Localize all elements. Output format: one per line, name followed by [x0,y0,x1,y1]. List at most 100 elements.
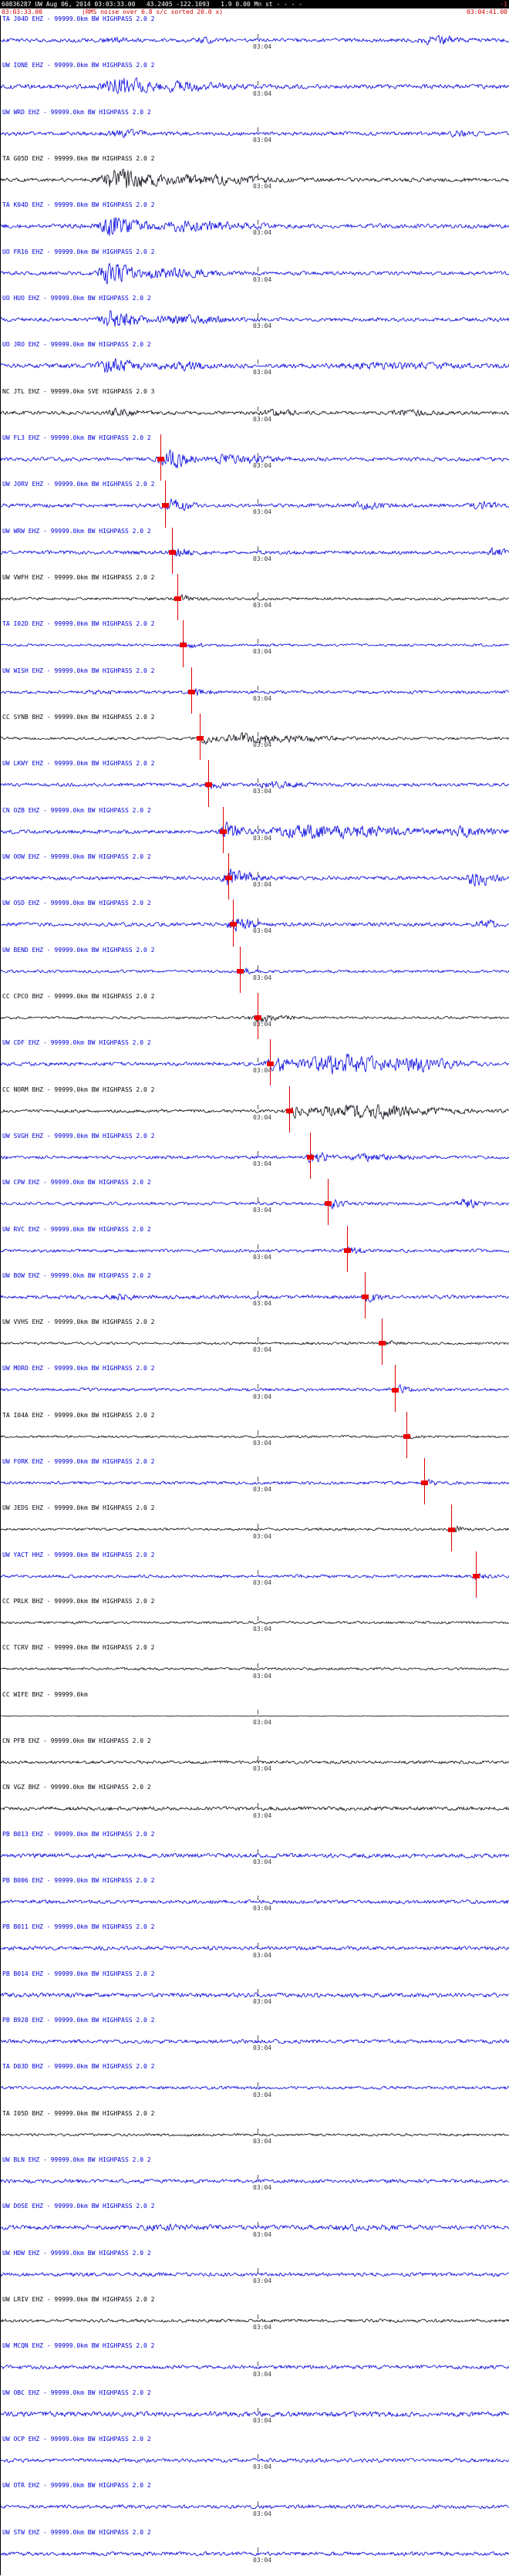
waveform[interactable] [1,2436,509,2483]
trace-row-ta-i04a[interactable]: TA I04A EHZ - 99999.0km BW HIGHPASS 2.0 … [1,1411,509,1459]
trace-row-uw-fl3[interactable]: UW FL3 EHZ - 99999.0km BW HIGHPASS 2.0 2… [1,434,509,481]
waveform[interactable] [1,434,509,481]
trace-row-uw-wish[interactable]: UW WISH EHZ - 99999.0km BW HIGHPASS 2.0 … [1,667,509,714]
trace-row-uw-bend[interactable]: UW BEND EHZ - 99999.0km BW HIGHPASS 2.0 … [1,946,509,994]
waveform[interactable] [1,574,509,621]
waveform[interactable] [1,248,509,295]
trace-row-uo-fr16[interactable]: UO FR16 EHZ - 99999.0km BW HIGHPASS 2.0 … [1,248,509,295]
trace-row-uw-cpw[interactable]: UW CPW EHZ - 99999.0km BW HIGHPASS 2.0 2… [1,1179,509,1226]
waveform[interactable] [1,1133,509,1180]
trace-row-uw-moro[interactable]: UW MORO EHZ - 99999.0km BW HIGHPASS 2.0 … [1,1365,509,1412]
waveform[interactable] [1,2296,509,2343]
waveform[interactable] [1,1784,509,1831]
trace-row-uw-hdw[interactable]: UW HDW EHZ - 99999.0km BW HIGHPASS 2.0 2… [1,2250,509,2296]
trace-row-uw-jorv[interactable]: UW JORV EHZ - 99999.0km BW HIGHPASS 2.0 … [1,481,509,528]
trace-row-uo-jro[interactable]: UO JRO EHZ - 99999.0km BW HIGHPASS 2.0 2… [1,341,509,387]
pick-flag[interactable] [286,1108,293,1113]
trace-row-cc-tcrv[interactable]: CC TCRV BHZ - 99999.0km BW HIGHPASS 2.0 … [1,1644,509,1690]
pick-flag[interactable] [174,596,181,602]
waveform[interactable] [1,155,509,202]
waveform[interactable] [1,1737,509,1784]
waveform[interactable] [1,1086,509,1133]
pick-flag[interactable] [230,922,237,927]
waveform[interactable] [1,388,509,435]
trace-row-uw-cdf[interactable]: UW CDF EHZ - 99999.0km BW HIGHPASS 2.0 2… [1,1039,509,1086]
waveform[interactable] [1,2250,509,2297]
waveform[interactable] [1,900,509,947]
trace-row-uw-ione[interactable]: UW IONE EHZ - 99999.0km BW HIGHPASS 2.0 … [1,62,509,108]
trace-row-cc-prlk[interactable]: CC PRLK BHZ - 99999.0km BW HIGHPASS 2.0 … [1,1598,509,1644]
waveform[interactable] [1,2389,509,2436]
trace-row-cn-ozb[interactable]: CN OZB EHZ - 99999.0km BW HIGHPASS 2.0 2… [1,806,509,853]
trace-row-cc-wife[interactable]: CC WIFE BHZ - 99999.0km 03:04 [1,1691,509,1737]
waveform[interactable] [1,1598,509,1645]
pick-flag[interactable] [169,549,176,555]
waveform[interactable] [1,1318,509,1366]
trace-area[interactable]: TA J04D EHZ - 99999.0km BW HIGHPASS 2.0 … [0,15,509,2575]
pick-flag[interactable] [379,1341,386,1346]
waveform[interactable] [1,2110,509,2157]
trace-row-nc-jtl[interactable]: NC JTL EHZ - 99999.0km SVE HIGHPASS 2.0 … [1,388,509,434]
trace-row-uw-osd[interactable]: UW OSD EHZ - 99999.0km BW HIGHPASS 2.0 2… [1,900,509,947]
trace-row-uw-lriv[interactable]: UW LRIV EHZ - 99999.0km BW HIGHPASS 2.0 … [1,2296,509,2342]
trace-row-uw-bln[interactable]: UW BLN EHZ - 99999.0km BW HIGHPASS 2.0 2… [1,2156,509,2203]
trace-row-ta-k04d[interactable]: TA K04D EHZ - 99999.0km BW HIGHPASS 2.0 … [1,201,509,248]
trace-row-pb-b013[interactable]: PB B013 EHZ - 99999.0km BW HIGHPASS 2.0 … [1,1831,509,1877]
waveform[interactable] [1,295,509,342]
waveform[interactable] [1,853,509,900]
trace-row-uw-obc[interactable]: UW OBC EHZ - 99999.0km BW HIGHPASS 2.0 2… [1,2389,509,2436]
waveform[interactable] [1,1365,509,1412]
trace-row-pb-b006[interactable]: PB B006 EHZ - 99999.0km BW HIGHPASS 2.0 … [1,1877,509,1923]
trace-row-cn-vgz[interactable]: CN VGZ BHZ - 99999.0km BW HIGHPASS 2.0 2… [1,1784,509,1830]
trace-row-uw-svgh[interactable]: UW SVGH EHZ - 99999.0km BW HIGHPASS 2.0 … [1,1132,509,1180]
trace-row-cc-norm[interactable]: CC NORM BHZ - 99999.0km BW HIGHPASS 2.0 … [1,1085,509,1133]
waveform[interactable] [1,15,509,62]
waveform[interactable] [1,481,509,528]
waveform[interactable] [1,1691,509,1738]
trace-row-uw-mcqn[interactable]: UW MCQN EHZ - 99999.0km BW HIGHPASS 2.0 … [1,2342,509,2389]
waveform[interactable] [1,1970,509,2017]
trace-row-uw-fork[interactable]: UW FORK EHZ - 99999.0km BW HIGHPASS 2.0 … [1,1458,509,1505]
waveform[interactable] [1,1272,509,1319]
pick-flag[interactable] [225,876,232,881]
pick-flag[interactable] [448,1527,455,1532]
waveform[interactable] [1,667,509,714]
waveform[interactable] [1,1644,509,1691]
pick-flag[interactable] [307,1155,314,1160]
pick-flag[interactable] [188,689,195,694]
pick-flag[interactable] [157,457,164,462]
trace-row-uw-ocp[interactable]: UW OCP EHZ - 99999.0km BW HIGHPASS 2.0 2… [1,2436,509,2482]
waveform[interactable] [1,947,509,994]
trace-row-uw-stw[interactable]: UW STW EHZ - 99999.0km BW HIGHPASS 2.0 2… [1,2529,509,2575]
waveform[interactable] [1,1877,509,1924]
trace-row-uo-huo[interactable]: UO HUO EHZ - 99999.0km BW HIGHPASS 2.0 2… [1,295,509,341]
trace-row-ta-g05d[interactable]: TA G05D EHZ - 99999.0km BW HIGHPASS 2.0 … [1,155,509,201]
pick-flag[interactable] [197,736,204,741]
trace-row-uw-rvc[interactable]: UW RVC EHZ - 99999.0km BW HIGHPASS 2.0 2… [1,1225,509,1272]
pick-flag[interactable] [237,968,244,974]
trace-row-uw-yact[interactable]: UW YACT HHZ - 99999.0km BW HIGHPASS 2.0 … [1,1551,509,1599]
waveform[interactable] [1,2529,509,2576]
trace-row-ta-i05d[interactable]: TA I05D BHZ - 99999.0km BW HIGHPASS 2.0 … [1,2110,509,2156]
waveform[interactable] [1,2063,509,2110]
trace-row-ta-i02d[interactable]: TA I02D EHZ - 99999.0km BW HIGHPASS 2.0 … [1,620,509,667]
waveform[interactable] [1,1179,509,1226]
waveform[interactable] [1,1458,509,1505]
trace-row-uw-bow[interactable]: UW BOW EHZ - 99999.0km BW HIGHPASS 2.0 2… [1,1271,509,1319]
trace-row-pb-b011[interactable]: PB B011 EHZ - 99999.0km BW HIGHPASS 2.0 … [1,1923,509,1970]
pick-flag[interactable] [421,1480,428,1486]
trace-row-uw-oow[interactable]: UW OOW EHZ - 99999.0km BW HIGHPASS 2.0 2… [1,852,509,900]
pick-flag[interactable] [267,1062,274,1067]
pick-flag[interactable] [254,1015,261,1021]
trace-row-uw-jeds[interactable]: UW JEDS EHZ - 99999.0km BW HIGHPASS 2.0 … [1,1504,509,1551]
pick-flag[interactable] [344,1247,351,1253]
waveform[interactable] [1,1412,509,1459]
waveform[interactable] [1,2017,509,2064]
pick-flag[interactable] [362,1295,369,1300]
pick-flag[interactable] [180,643,187,648]
waveform[interactable] [1,2203,509,2250]
trace-row-uw-wrd[interactable]: UW WRD EHZ - 99999.0km BW HIGHPASS 2.0 2… [1,109,509,155]
pick-flag[interactable] [162,503,169,508]
pick-flag[interactable] [205,782,212,788]
trace-row-uw-vwfh[interactable]: UW VWFH EHZ - 99999.0km BW HIGHPASS 2.0 … [1,573,509,621]
